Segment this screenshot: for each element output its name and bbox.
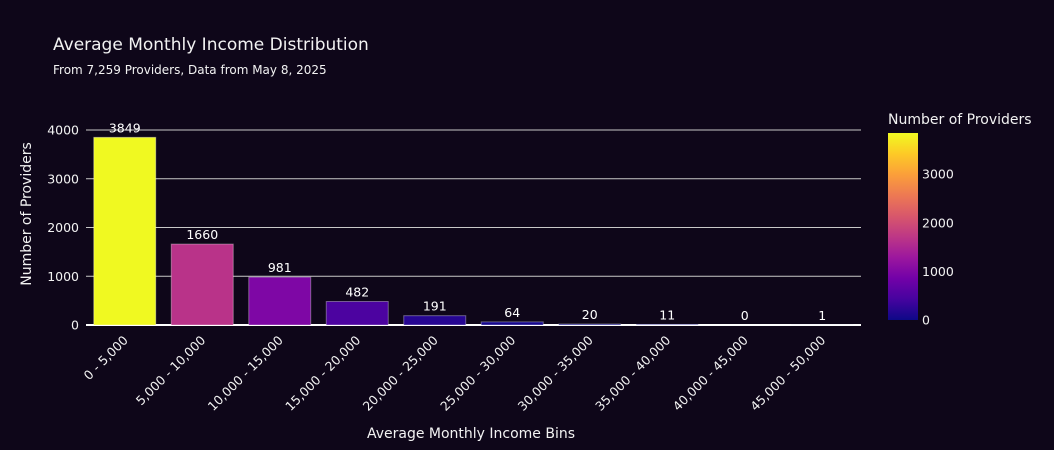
bar-3 [325,301,389,326]
bar-7 [635,323,699,326]
x-axis-title: Average Monthly Income Bins [367,426,575,442]
colorbar-ticks: 0 1000 2000 3000 [922,167,954,328]
bar-0 [93,136,157,326]
x-tick-label: 25,000 - 30,000 [437,332,518,413]
y-axis-title: Number of Providers [19,142,35,286]
bar-2 [248,276,312,326]
y-axis-ticks: 0 1000 2000 3000 4000 [47,123,79,333]
y-tick-label: 4000 [47,123,79,138]
colorbar-tick-label: 0 [922,313,930,328]
y-tick-label: 1000 [47,269,79,284]
colorbar-tick-label: 2000 [922,215,954,230]
bar-labels: 3849 1660 981 482 191 64 20 11 0 1 [109,120,826,323]
x-tick-label: 40,000 - 45,000 [670,332,751,413]
colorbar-tick-label: 3000 [922,167,954,182]
colorbar [888,133,918,320]
bar-value-label: 11 [659,307,675,322]
x-tick-label: 0 - 5,000 [81,332,131,382]
bar-value-label: 191 [423,299,447,314]
bar-6 [558,323,622,326]
chart-title: Average Monthly Income Distribution [53,35,369,55]
bars [93,136,854,326]
x-tick-label: 35,000 - 40,000 [592,332,673,413]
x-tick-label: 30,000 - 35,000 [515,332,596,413]
bar-value-label: 3849 [109,120,141,135]
bar-5 [480,321,544,326]
bar-value-label: 64 [504,305,520,320]
y-tick-label: 3000 [47,171,79,186]
x-tick-label: 45,000 - 50,000 [747,332,828,413]
bar-1 [170,243,234,326]
y-tick-label: 0 [71,318,79,333]
x-tick-label: 5,000 - 10,000 [133,332,209,408]
bar-value-label: 1660 [186,227,218,242]
bar-value-label: 0 [741,308,749,323]
x-tick-label: 15,000 - 20,000 [282,332,363,413]
colorbar-tick-label: 1000 [922,264,954,279]
bar-value-label: 482 [345,285,369,300]
y-tick-label: 2000 [47,220,79,235]
bar-value-label: 981 [268,260,292,275]
colorbar-title: Number of Providers [888,112,1032,128]
bar-4 [403,315,467,326]
bar-value-label: 20 [582,307,598,322]
chart-subtitle: From 7,259 Providers, Data from May 8, 2… [53,63,327,77]
x-tick-label: 20,000 - 25,000 [360,332,441,413]
x-tick-label: 10,000 - 15,000 [205,332,286,413]
bar-value-label: 1 [818,308,826,323]
